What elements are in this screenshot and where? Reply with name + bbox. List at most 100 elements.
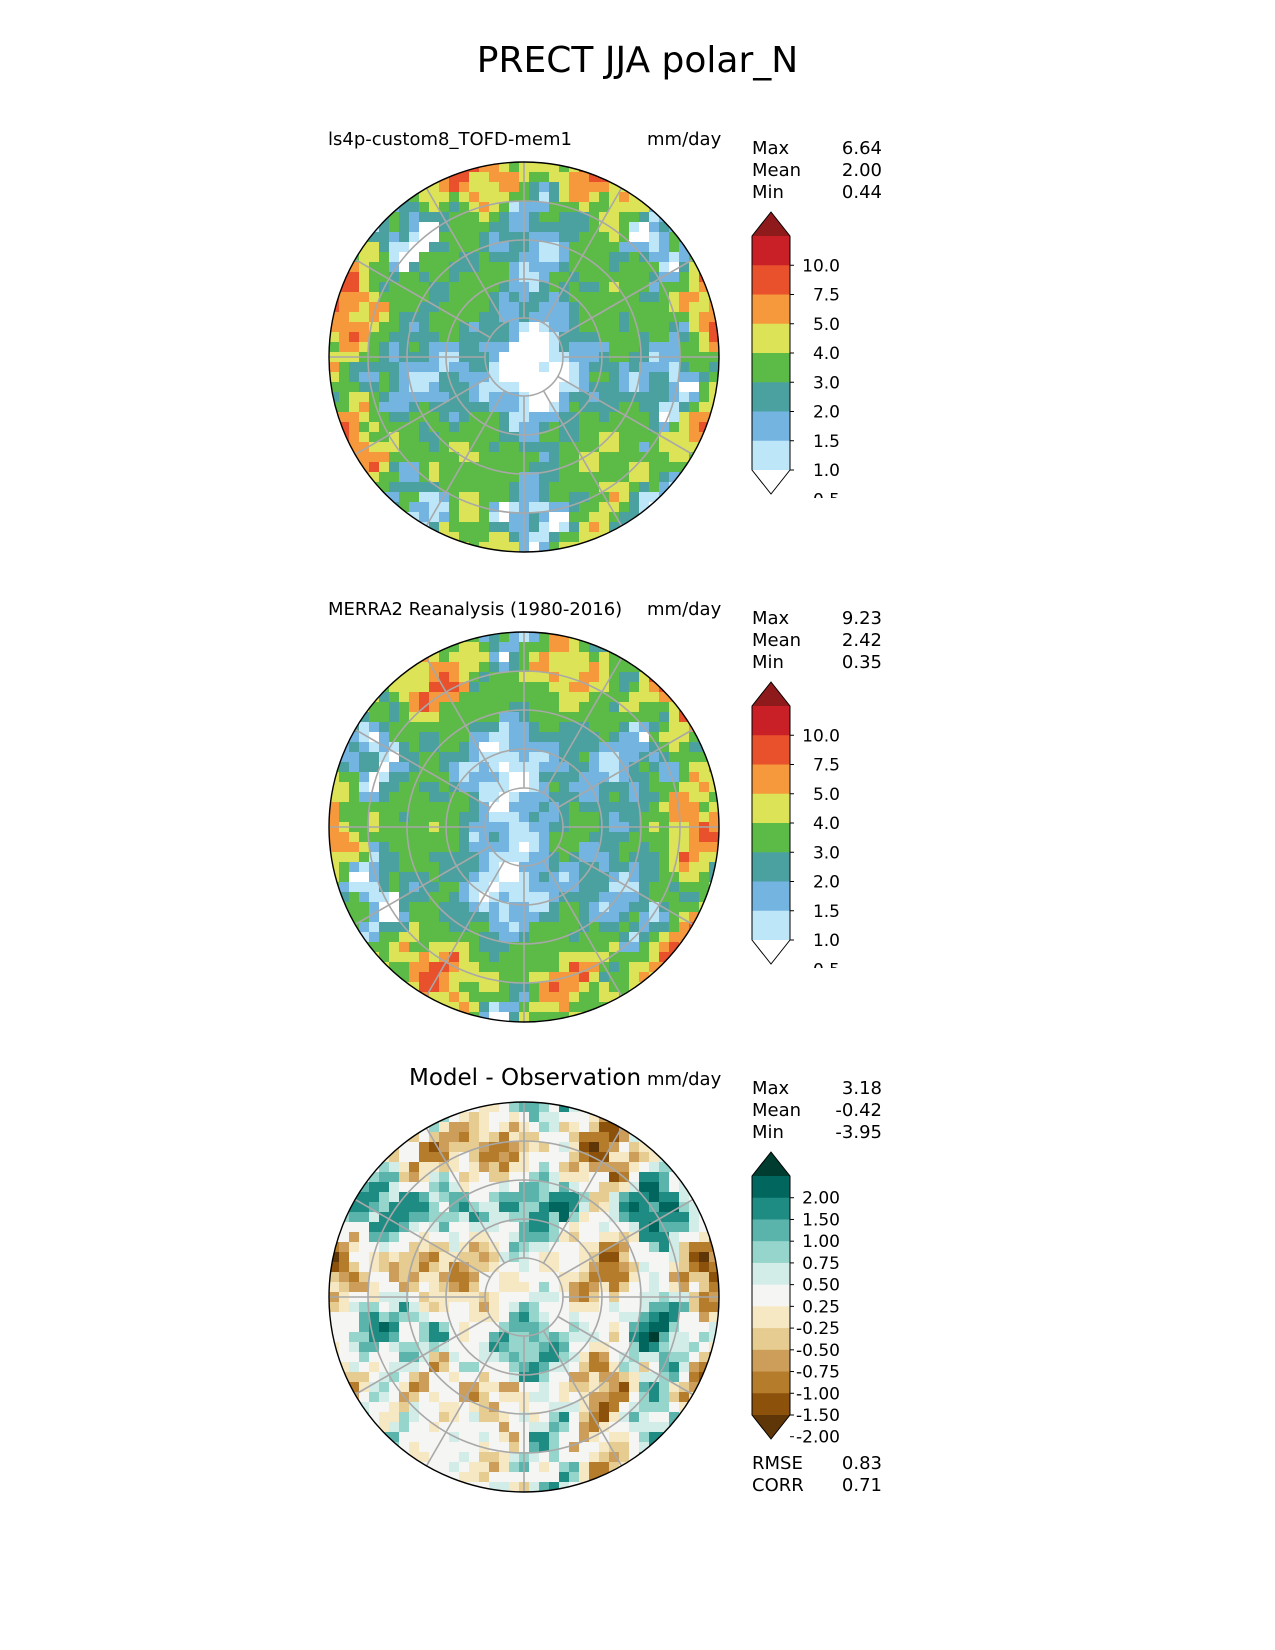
field-cell [329, 862, 340, 873]
field-cell [449, 1302, 460, 1313]
field-cell [579, 812, 590, 823]
field-cell [709, 732, 719, 743]
field-cell [359, 502, 370, 513]
field-cell [499, 732, 510, 743]
field-cell [359, 682, 370, 693]
field-cell [499, 722, 510, 733]
field-cell [649, 892, 660, 903]
field-cell [669, 762, 680, 773]
field-cell [409, 442, 420, 453]
field-cell [359, 242, 370, 253]
field-cell [479, 982, 490, 993]
field-cell [539, 852, 550, 863]
field-cell [489, 522, 500, 533]
field-cell [449, 412, 460, 423]
field-cell [539, 422, 550, 433]
field-cell [409, 732, 420, 743]
field-cell [439, 1142, 450, 1153]
field-cell [409, 1192, 420, 1203]
field-cell [559, 182, 570, 193]
field-cell [509, 172, 520, 183]
field-cell [569, 442, 580, 453]
field-cell [679, 1422, 690, 1433]
field-cell [429, 1412, 440, 1423]
field-cell [399, 272, 410, 283]
field-cell [389, 342, 400, 353]
field-cell [349, 362, 360, 373]
field-cell [619, 502, 630, 513]
field-cell [689, 752, 700, 763]
field-cell [669, 1202, 680, 1213]
field-cell [449, 432, 460, 443]
field-cell [529, 1192, 540, 1203]
field-cell [589, 482, 600, 493]
field-cell [479, 882, 490, 893]
field-cell [439, 1412, 450, 1423]
field-cell [489, 1162, 500, 1173]
field-cell [609, 892, 620, 903]
field-cell [689, 932, 700, 943]
field-cell [479, 792, 490, 803]
field-cell [499, 162, 510, 173]
field-cell [349, 1362, 360, 1373]
field-cell [629, 192, 640, 203]
field-cell [709, 332, 719, 343]
field-cell [699, 172, 710, 183]
field-cell [689, 812, 700, 823]
field-cell [489, 952, 500, 963]
field-cell [619, 1262, 630, 1273]
field-cell [419, 1102, 430, 1113]
field-cell [379, 1382, 390, 1393]
field-cell [369, 662, 380, 673]
field-cell [709, 462, 719, 473]
field-cell [709, 1262, 719, 1273]
field-cell [549, 232, 560, 243]
field-cell [529, 342, 540, 353]
field-cell [659, 762, 670, 773]
field-cell [339, 932, 350, 943]
field-cell [709, 172, 719, 183]
field-cell [659, 222, 670, 233]
field-cell [509, 1162, 520, 1173]
field-cell [509, 922, 520, 933]
field-cell [409, 1172, 420, 1183]
field-cell [359, 1472, 370, 1483]
field-cell [429, 1482, 440, 1492]
field-cell [689, 1202, 700, 1213]
field-cell [399, 1412, 410, 1423]
field-cell [439, 1172, 450, 1183]
field-cell [529, 1472, 540, 1483]
field-cell [429, 752, 440, 763]
field-cell [559, 1112, 570, 1123]
field-cell [479, 1282, 490, 1293]
field-cell [349, 1122, 360, 1133]
field-cell [339, 1482, 350, 1492]
field-cell [599, 272, 610, 283]
field-cell [359, 342, 370, 353]
field-cell [609, 1202, 620, 1213]
field-cell [709, 702, 719, 713]
field-cell [349, 632, 360, 643]
field-cell [449, 632, 460, 643]
field-cell [569, 962, 580, 973]
field-cell [579, 992, 590, 1003]
field-cell [559, 812, 570, 823]
field-cell [439, 1232, 450, 1243]
field-cell [699, 1102, 710, 1113]
field-cell [339, 1302, 350, 1313]
field-cell [589, 362, 600, 373]
field-cell [559, 942, 570, 953]
field-cell [669, 1172, 680, 1183]
field-cell [379, 302, 390, 313]
field-cell [359, 482, 370, 493]
field-cell [549, 522, 560, 533]
field-cell [389, 1472, 400, 1483]
field-cell [659, 672, 670, 683]
field-cell [369, 682, 380, 693]
field-cell [449, 752, 460, 763]
field-cell [499, 402, 510, 413]
field-cell [539, 982, 550, 993]
field-cell [579, 412, 590, 423]
field-cell [619, 202, 630, 213]
field-cell [569, 342, 580, 353]
